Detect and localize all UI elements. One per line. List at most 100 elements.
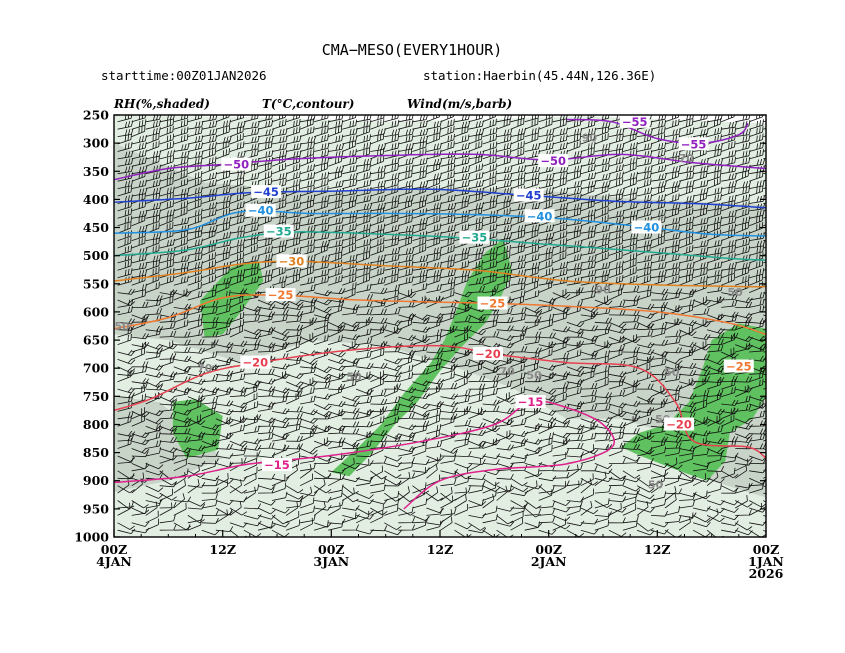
wind-barb: [594, 200, 609, 212]
wind-barb: [608, 407, 623, 420]
wind-barb: [285, 492, 304, 500]
wind-barb: [721, 454, 737, 464]
wind-barb: [735, 216, 751, 227]
wind-barb: [173, 187, 190, 197]
wind-barb: [622, 285, 640, 293]
wind-barb: [285, 519, 301, 531]
wind-barb: [721, 194, 737, 204]
wind-barb: [384, 232, 401, 241]
rh-contour-label: 50: [648, 479, 664, 492]
wind-barb: [608, 200, 623, 212]
wind-barb: [468, 171, 484, 182]
wind-barb: [257, 245, 273, 256]
wind-barb: [384, 157, 400, 167]
wind-barb: [552, 522, 571, 530]
wind-barb: [566, 140, 581, 152]
wind-barb: [608, 128, 625, 137]
wind-barb: [468, 216, 484, 227]
wind-barb: [342, 223, 357, 234]
wind-barb: [580, 184, 595, 197]
wind-barb: [412, 135, 429, 145]
wind-barb: [173, 303, 192, 310]
wind-barb: [692, 275, 708, 286]
wind-barb: [566, 288, 581, 301]
wind-barb: [636, 128, 653, 137]
wind-barb: [693, 370, 711, 377]
wind-barb: [328, 490, 343, 501]
wind-barb: [229, 171, 245, 182]
wind-barb: [650, 269, 667, 279]
wind-barb: [173, 453, 189, 464]
wind-barb: [524, 468, 540, 479]
wind-barb: [580, 350, 599, 357]
wind-barb: [482, 253, 498, 264]
wind-barb: [426, 231, 442, 241]
wind-barb: [650, 304, 666, 316]
wind-barb: [271, 162, 286, 175]
wind-barb: [636, 498, 655, 504]
wind-barb: [735, 238, 751, 249]
wind-barb: [328, 499, 344, 509]
wind-barb: [173, 479, 186, 494]
wind-barb: [201, 179, 217, 189]
wind-barb: [482, 246, 499, 256]
wind-barb: [496, 444, 514, 451]
wind-barb: [271, 342, 287, 353]
temp-contour-label: −25: [480, 297, 506, 311]
wind-barb: [398, 225, 415, 234]
wind-barb: [538, 246, 554, 256]
wind-barb: [679, 171, 695, 182]
wind-barb: [215, 231, 232, 241]
wind-barb: [117, 456, 134, 464]
wind-barb: [566, 529, 585, 537]
wind-barb: [664, 373, 681, 383]
wind-barb: [328, 224, 344, 234]
wind-barb: [145, 418, 164, 425]
wind-barb: [173, 237, 188, 249]
wind-barb: [412, 164, 428, 175]
wind-barb: [342, 512, 357, 524]
temp-label-bg: [473, 347, 503, 361]
wind-barb: [496, 484, 512, 494]
wind-barb: [159, 155, 174, 167]
wind-barb: [510, 346, 528, 353]
wind-barb: [454, 179, 470, 189]
wind-barb: [370, 128, 386, 137]
wind-barb: [187, 414, 201, 427]
wind-barb: [468, 207, 483, 219]
wind-barb: [580, 141, 596, 152]
wind-barb: [412, 208, 427, 219]
wind-barb: [370, 407, 384, 420]
wind-barb: [117, 165, 134, 175]
wind-barb: [257, 195, 274, 204]
wind-barb: [552, 115, 568, 123]
wind-barb: [187, 170, 203, 182]
wind-barb: [594, 207, 609, 219]
wind-barb: [426, 362, 440, 375]
temp-contour-label: −20: [242, 356, 268, 370]
wind-barb: [566, 480, 580, 494]
wind-barb: [313, 244, 328, 256]
rh-contour-label: 70: [679, 152, 695, 165]
wind-barb: [328, 408, 343, 420]
wind-barb: [257, 170, 273, 182]
wind-barb: [370, 444, 384, 457]
wind-barb: [243, 486, 256, 501]
wind-barb: [243, 392, 258, 405]
wind-barb: [650, 148, 666, 160]
wind-barb: [159, 452, 174, 464]
wind-barb: [187, 200, 202, 212]
wind-barb: [285, 119, 301, 130]
wind-barb: [538, 485, 555, 494]
wind-barb: [566, 133, 582, 145]
wind-barb: [440, 486, 453, 501]
y-tick-label: 850: [83, 445, 109, 460]
wind-barb: [159, 177, 174, 189]
wind-barb: [384, 385, 398, 397]
wind-barb: [524, 143, 541, 152]
wind-barb: [721, 507, 739, 513]
wind-barb: [257, 442, 275, 449]
wind-barb: [524, 508, 542, 516]
wind-barb: [454, 377, 468, 390]
wind-barb: [131, 314, 150, 321]
